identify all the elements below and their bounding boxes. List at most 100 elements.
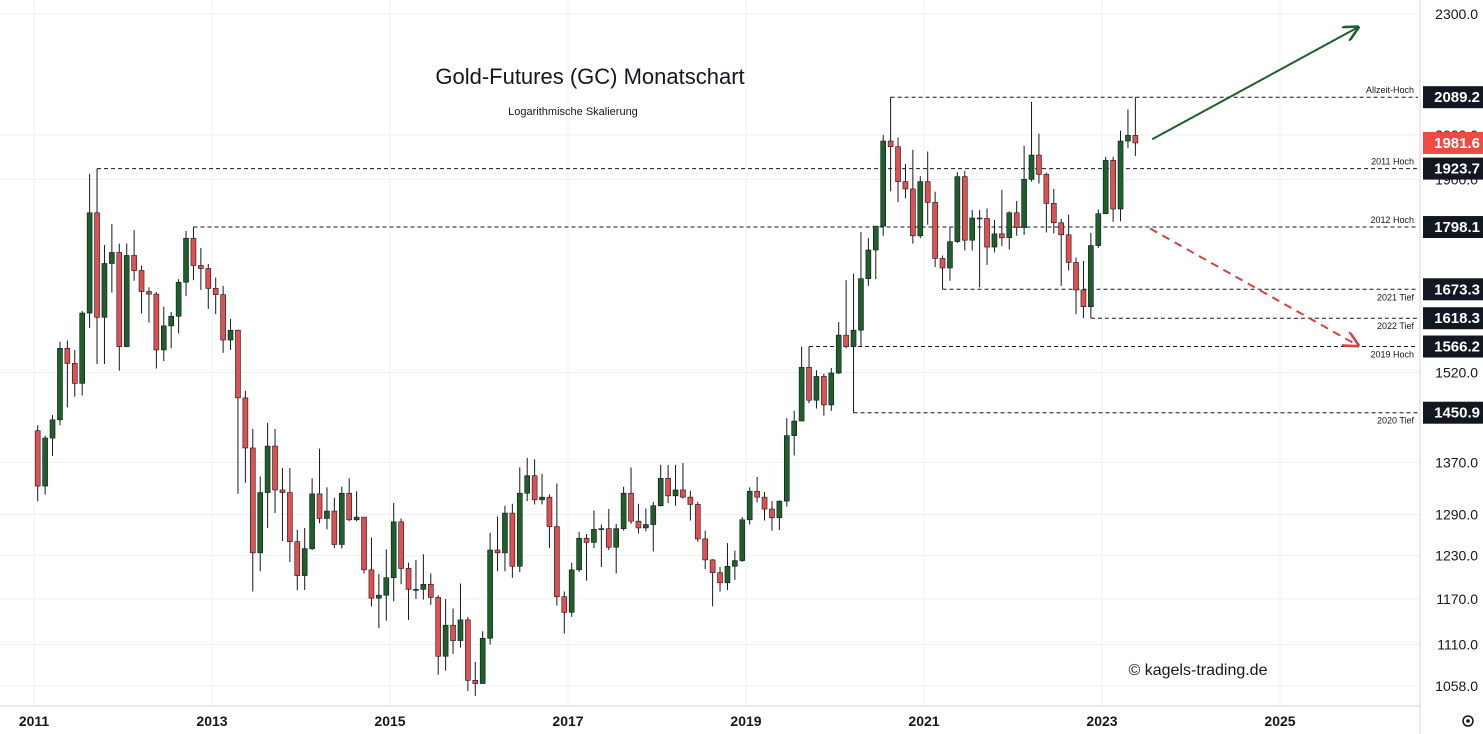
candle — [242, 390, 249, 483]
candle — [880, 134, 887, 236]
candle — [917, 176, 924, 239]
candle — [850, 273, 857, 413]
candle — [687, 490, 694, 521]
price-badge — [1423, 216, 1483, 239]
candle-body — [301, 548, 308, 576]
candle — [465, 616, 471, 691]
candle — [346, 478, 353, 522]
candle — [287, 468, 293, 562]
candle-body — [1095, 213, 1102, 246]
candle — [954, 172, 961, 244]
candle — [1006, 211, 1013, 250]
candle — [657, 464, 664, 507]
price-badge — [1423, 307, 1483, 330]
candle — [732, 550, 738, 580]
candle-body — [650, 505, 657, 525]
candle — [316, 448, 323, 524]
candle — [376, 574, 382, 629]
candle-body — [1028, 154, 1035, 180]
level-label: 2020 Tief — [1377, 416, 1415, 426]
y-tick-label: 1290.0 — [1435, 506, 1478, 522]
candle — [969, 209, 976, 251]
candle — [146, 287, 152, 323]
candle — [175, 279, 182, 334]
x-tick-label: 2013 — [196, 713, 227, 729]
candle — [1080, 260, 1087, 319]
candle-body — [1006, 212, 1013, 239]
candle-body — [568, 569, 575, 613]
candle-body — [212, 288, 219, 295]
candle — [487, 532, 493, 645]
candle-body — [991, 233, 998, 248]
x-tick-label: 2015 — [374, 713, 405, 729]
candle — [910, 149, 916, 244]
candle-body — [605, 528, 612, 548]
candle-body — [190, 237, 197, 266]
candle-body — [806, 367, 812, 401]
candle-body — [220, 294, 226, 341]
gear-icon[interactable] — [1462, 715, 1474, 727]
candle-body — [71, 363, 78, 384]
candle-body — [754, 490, 760, 498]
bearish-projection-arrow — [1149, 227, 1358, 346]
candle — [264, 422, 271, 528]
candle — [1117, 130, 1124, 222]
candle-body — [79, 312, 85, 384]
candle-body — [769, 508, 775, 519]
candle-body — [1013, 212, 1020, 228]
candle — [961, 170, 968, 251]
candle — [843, 280, 849, 349]
candle-body — [494, 549, 501, 554]
candle-body — [346, 492, 353, 521]
candle-body — [457, 619, 464, 641]
candle — [694, 501, 701, 542]
candle — [86, 173, 93, 329]
candle — [554, 483, 560, 606]
candle-body — [932, 202, 938, 259]
candle — [235, 329, 241, 494]
candle-body — [858, 278, 864, 331]
candle-body — [694, 504, 701, 540]
candles — [34, 97, 1139, 696]
candle — [605, 509, 612, 551]
candle-body — [598, 528, 605, 530]
candle — [472, 661, 479, 696]
candle-body — [1021, 179, 1027, 228]
candle-body — [1043, 174, 1050, 204]
current-price-badge — [1423, 131, 1483, 154]
candle — [116, 243, 123, 371]
candle — [109, 224, 115, 293]
candle — [546, 494, 553, 548]
price-badge — [1423, 86, 1483, 109]
candle — [420, 554, 427, 600]
candle-body — [976, 217, 983, 220]
candle — [531, 459, 538, 505]
candle — [1013, 201, 1020, 236]
candle — [131, 229, 137, 281]
candle — [702, 530, 709, 570]
grid — [0, 0, 1420, 706]
candle — [294, 529, 301, 591]
candle-body — [561, 596, 568, 613]
candle-body — [739, 519, 746, 561]
candle — [34, 425, 41, 502]
y-tick-label: 1520.0 — [1435, 364, 1478, 380]
candle-body — [249, 447, 256, 554]
candle-body — [761, 496, 768, 510]
candle — [776, 500, 783, 530]
candle-body — [1110, 160, 1116, 210]
price-badge — [1423, 157, 1483, 180]
candle-body — [665, 477, 671, 497]
candle — [442, 598, 449, 671]
candle — [613, 523, 620, 574]
candle-body — [123, 255, 130, 347]
x-tick-label: 2017 — [552, 713, 583, 729]
candle-body — [969, 217, 976, 241]
candle — [509, 503, 516, 578]
candle — [924, 151, 931, 225]
candle-body — [94, 212, 100, 318]
candle-body — [272, 445, 278, 491]
candle-body — [101, 263, 108, 318]
candle — [205, 263, 212, 309]
